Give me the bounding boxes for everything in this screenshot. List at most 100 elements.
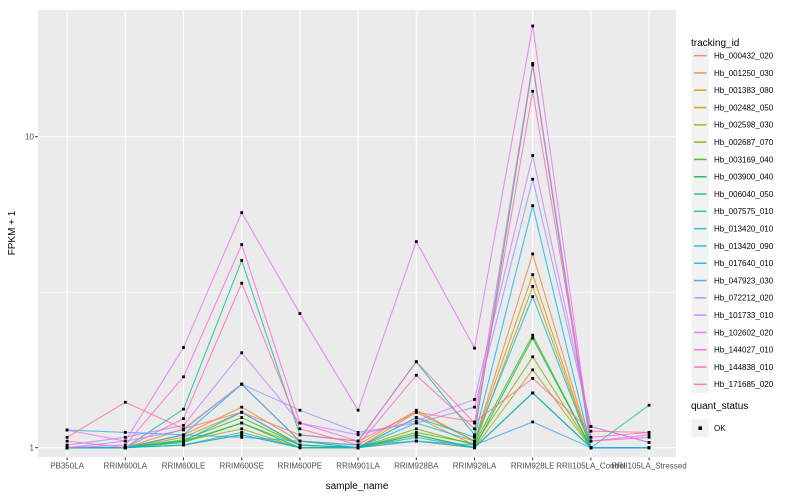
data-point xyxy=(531,355,535,359)
data-point xyxy=(589,439,593,443)
quant-legend-marker xyxy=(698,426,702,430)
data-point xyxy=(182,346,185,349)
legend-label: Hb_003900_040 xyxy=(714,173,774,182)
data-point xyxy=(414,410,418,414)
data-point xyxy=(65,446,69,450)
x-tick-label: RRIM928LE xyxy=(511,462,555,471)
data-point xyxy=(123,435,127,439)
data-point xyxy=(531,285,535,288)
data-point xyxy=(647,446,651,450)
data-point xyxy=(414,360,418,364)
legend-label: Hb_003169_040 xyxy=(714,155,774,164)
data-point xyxy=(356,433,360,437)
x-tick-label: RRII105LA_Stressed xyxy=(612,462,687,471)
data-point xyxy=(531,368,535,372)
data-point xyxy=(123,400,127,404)
data-point xyxy=(473,443,476,447)
data-point xyxy=(414,240,418,243)
quant-legend-label: OK xyxy=(714,424,726,433)
data-point xyxy=(65,428,69,432)
x-tick-label: PB350LA xyxy=(50,462,84,471)
data-point xyxy=(647,403,651,407)
data-point xyxy=(414,430,418,434)
data-point xyxy=(182,427,185,431)
data-point xyxy=(240,281,244,285)
x-tick-label: RRIM600SE xyxy=(219,462,263,471)
data-point xyxy=(240,243,244,246)
data-point xyxy=(531,391,535,395)
x-tick-label: RRIM600LE xyxy=(162,462,206,471)
data-point xyxy=(65,443,69,447)
data-point xyxy=(531,154,535,157)
data-point xyxy=(65,439,69,443)
x-tick-label: RRIM928LA xyxy=(453,462,497,471)
data-point xyxy=(298,421,302,425)
x-tick-label: RRIM901LA xyxy=(336,462,380,471)
data-point xyxy=(531,177,535,181)
gridlines-major xyxy=(38,10,676,457)
data-point xyxy=(240,382,244,386)
plot-panel xyxy=(38,10,676,457)
legend-label: Hb_000432_020 xyxy=(714,51,774,60)
legend-label: Hb_002687_070 xyxy=(714,138,774,147)
data-point xyxy=(531,420,535,424)
data-point xyxy=(298,446,302,450)
data-point xyxy=(182,423,185,427)
data-point xyxy=(414,439,418,443)
data-point xyxy=(414,419,418,423)
legend-label: Hb_101733_010 xyxy=(714,311,774,320)
data-point xyxy=(182,417,185,421)
x-axis-title: sample_name xyxy=(326,481,389,492)
data-point xyxy=(647,433,651,437)
data-point xyxy=(473,420,476,424)
legend-title: tracking_id xyxy=(691,38,739,49)
legend-label: Hb_171685_020 xyxy=(714,380,774,389)
data-point xyxy=(298,408,302,412)
data-point xyxy=(414,435,418,439)
data-point xyxy=(531,377,535,380)
data-point xyxy=(123,430,127,434)
data-point xyxy=(414,421,418,425)
legend-label: Hb_013420_010 xyxy=(714,224,774,233)
y-tick-labels: 1 10 xyxy=(25,133,34,453)
data-point xyxy=(240,433,244,437)
x-tick-label: RRIM928BA xyxy=(394,462,439,471)
data-point xyxy=(589,425,593,428)
legend-items: Hb_000432_020 Hb_001250_030 Hb_001383_080 H… xyxy=(691,47,774,393)
axis-ticks xyxy=(35,136,650,461)
data-point xyxy=(647,430,651,434)
data-point xyxy=(414,408,418,412)
data-point xyxy=(65,435,69,439)
data-point xyxy=(123,446,127,450)
data-point xyxy=(473,405,476,409)
data-point xyxy=(414,427,418,431)
data-point xyxy=(240,405,244,409)
x-tick-labels: PB350LA RRIM600LA RRIM600LE RRIM600SE RRIM60… xyxy=(50,462,686,471)
quant-legend-items: OK xyxy=(691,419,726,437)
legend-label: Hb_144838_010 xyxy=(714,363,774,372)
legend-label: Hb_007575_010 xyxy=(714,207,774,216)
data-point xyxy=(356,430,360,434)
legend-label: Hb_017640_010 xyxy=(714,259,774,268)
data-point xyxy=(589,435,593,439)
data-point xyxy=(298,312,302,315)
data-point xyxy=(240,211,244,215)
data-point xyxy=(298,427,302,431)
data-point xyxy=(531,336,535,340)
data-point xyxy=(414,433,418,437)
data-point xyxy=(240,416,244,419)
data-point xyxy=(240,259,244,262)
data-point xyxy=(531,333,535,337)
legend-label: Hb_072212_020 xyxy=(714,294,774,303)
data-point xyxy=(589,446,593,450)
data-point xyxy=(531,24,535,28)
data-point xyxy=(531,63,535,67)
data-point xyxy=(123,439,127,443)
data-point xyxy=(240,421,244,425)
legend-label: Hb_144027_010 xyxy=(714,346,774,355)
data-point xyxy=(298,439,302,443)
x-tick-label: RRIM600LA xyxy=(104,462,148,471)
data-point xyxy=(531,89,535,93)
